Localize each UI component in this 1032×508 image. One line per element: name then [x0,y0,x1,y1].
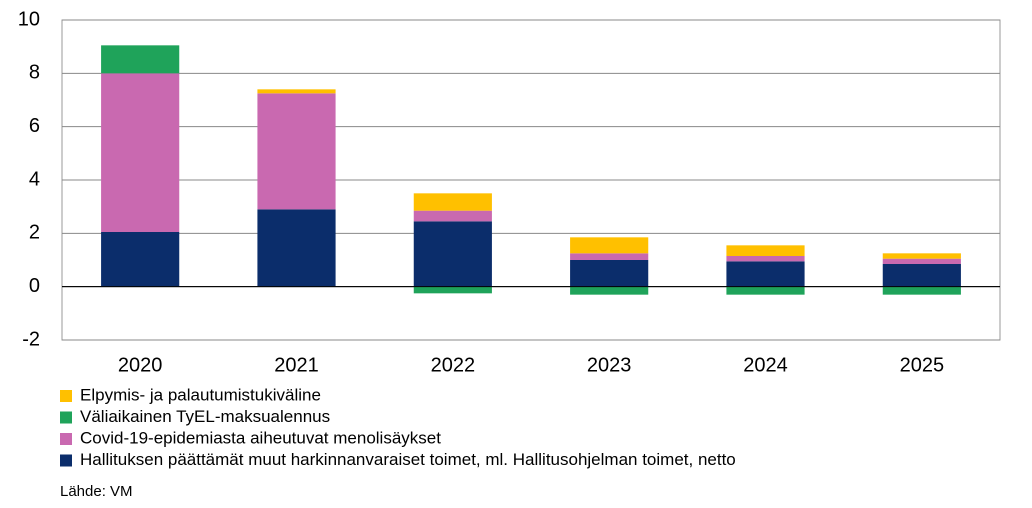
bar-segment [101,45,180,74]
y-tick-label: 4 [29,168,40,190]
bar-segment [570,253,649,260]
bar-segment [257,93,336,210]
bar-segment [726,256,805,262]
legend-label: Covid-19-epidemiasta aiheutuvat menolisä… [80,428,441,447]
x-tick-label: 2022 [431,354,476,376]
legend-swatch [60,454,72,467]
bar-segment [257,89,336,94]
bar-segment [726,286,805,295]
legend-label: Elpymis- ja palautumistukiväline [80,385,321,404]
bar-segment [726,245,805,256]
bar-segment [570,237,649,254]
x-tick-label: 2020 [118,354,163,376]
bar-segment [882,253,961,259]
y-tick-label: 2 [29,222,40,244]
legend-swatch [60,433,72,445]
bar-segment [413,193,492,211]
x-tick-label: 2024 [743,354,788,376]
y-tick-label: 8 [29,62,40,84]
x-tick-label: 2021 [274,354,319,376]
legend-swatch [60,390,72,402]
legend-label: Hallituksen päättämät muut harkinnanvara… [80,450,736,469]
bar-segment [257,209,336,287]
bar-segment [101,232,180,287]
source-note: Lähde: VM [60,483,133,500]
bar-segment [882,258,961,264]
x-tick-label: 2025 [900,354,945,376]
y-tick-label: 10 [18,8,40,30]
legend-label: Väliaikainen TyEL-maksualennus [80,407,330,426]
bar-segment [726,261,805,287]
bar-segment [570,286,649,295]
y-tick-label: 6 [29,115,40,137]
y-tick-label: 0 [29,275,40,297]
bar-segment [570,260,649,287]
y-tick-label: -2 [22,328,40,350]
bar-segment [882,286,961,295]
bar-segment [882,264,961,287]
bar-segment [413,221,492,287]
bar-segment [413,210,492,222]
bar-segment [413,286,492,294]
legend-swatch [60,411,72,424]
bar-segment [101,73,180,232]
x-tick-label: 2023 [587,354,632,376]
